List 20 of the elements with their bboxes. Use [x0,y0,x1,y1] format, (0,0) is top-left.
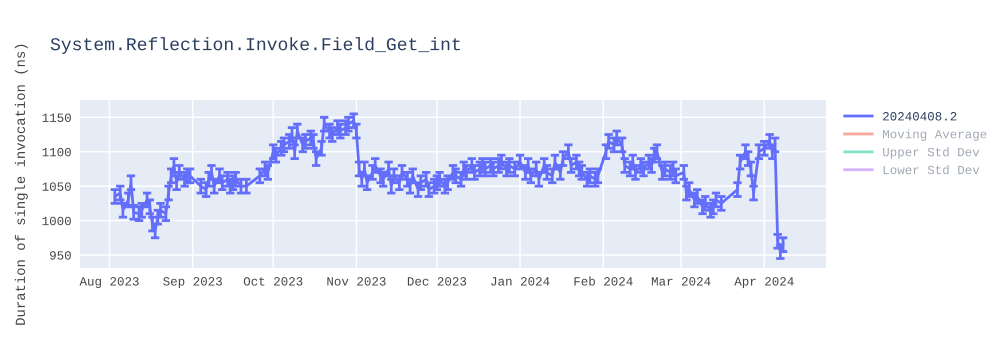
legend-label: Upper Std Dev [883,147,980,159]
x-tick-label: Oct 2023 [244,277,302,286]
y-tick-label: 1150 [42,113,71,122]
x-tick-label: Sep 2023 [163,277,222,288]
legend-label: 20240408.2 [883,112,956,121]
x-tick-label: Feb 2024 [574,276,633,286]
x-tick-label: Apr 2024 [734,277,794,288]
y-tick-label: 1100 [42,148,71,156]
y-tick-label: 950 [50,251,71,260]
x-tick-label: Mar 2024 [652,277,710,286]
y-axis-title: Duration of single invocation (ns) [14,44,28,325]
x-tick-label: Jan 2024 [491,277,550,286]
y-tick-label: 1000 [42,216,71,226]
x-tick-label: Aug 2023 [80,277,139,288]
y-tick-label: 1050 [42,182,71,191]
x-tick-label: Nov 2023 [327,277,386,286]
x-tick-label: Dec 2023 [408,277,466,286]
legend-label: Lower Std Dev [884,165,980,174]
legend-label: Moving Average [882,129,986,141]
chart-title: System.Reflection.Invoke.Field_Get_int [50,37,460,54]
